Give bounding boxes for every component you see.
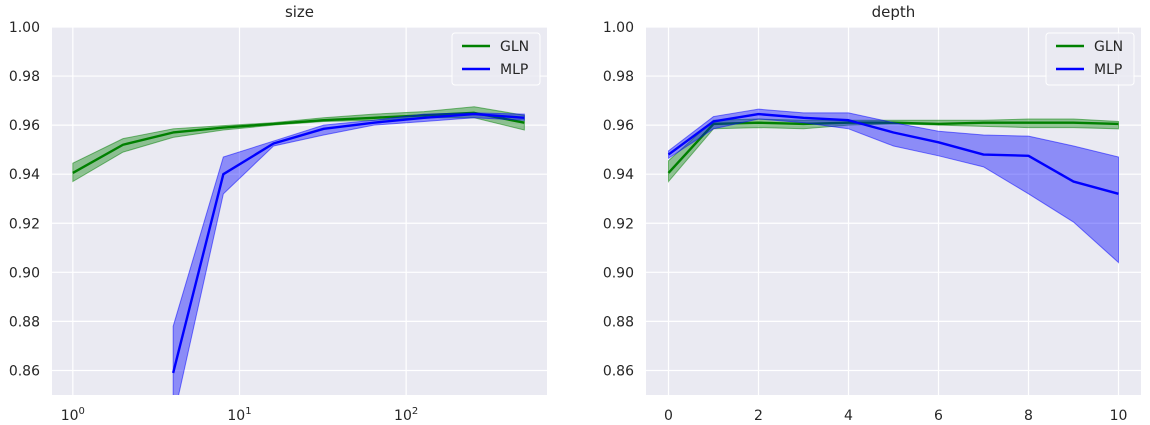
size-panel: 0.86 0.88 0.90 0.92 0.94 0.96 0.98 1.00 100 101 10… <box>9 3 547 424</box>
mlp-series-line <box>667 112 1119 195</box>
y-tick-label: 0.92 <box>9 216 40 232</box>
x-tick-label: 10 <box>1110 408 1128 424</box>
x-tick-label: 101 <box>227 406 251 424</box>
mlp-confidence-band <box>668 108 1119 264</box>
x-tick-label: 4 <box>844 408 853 424</box>
y-tick-label: 0.96 <box>9 118 40 134</box>
x-tick-label: 100 <box>61 406 85 424</box>
x-tick-label: 6 <box>934 408 943 424</box>
legend: GLN MLP <box>451 32 541 86</box>
legend: GLN MLP <box>1045 32 1135 86</box>
y-tick-label: 0.90 <box>9 265 40 281</box>
y-tick-label: 1.00 <box>9 20 40 36</box>
x-tick-label: 8 <box>1024 408 1033 424</box>
y-tick-label: 0.88 <box>9 314 40 330</box>
y-tick-label: 0.96 <box>603 118 634 134</box>
plot-background <box>646 27 1141 395</box>
y-tick-label: 0.90 <box>603 265 634 281</box>
plot-background <box>52 27 547 395</box>
y-tick-label: 0.86 <box>9 363 40 379</box>
chart-title: depth <box>872 3 916 21</box>
y-tick-label: 0.94 <box>603 167 634 183</box>
gln-series-line <box>72 111 525 175</box>
x-tick-label: 0 <box>664 408 673 424</box>
y-tick-label: 1.00 <box>603 20 634 36</box>
x-tick-label: 2 <box>754 408 763 424</box>
chart-title: size <box>285 3 314 21</box>
legend-label: MLP <box>1094 62 1122 78</box>
plot-area <box>72 106 525 395</box>
depth-panel: 0.86 0.88 0.90 0.92 0.94 0.96 0.98 1.00 0 2 4 6 8 10 d… <box>603 3 1141 424</box>
y-tick-label: 0.94 <box>9 167 40 183</box>
y-tick-label: 0.88 <box>603 314 634 330</box>
legend-label: MLP <box>500 62 528 78</box>
x-tick-label: 102 <box>394 406 418 424</box>
legend-label: GLN <box>500 39 529 55</box>
y-tick-label: 0.92 <box>603 216 634 232</box>
mlp-series-line <box>171 112 525 374</box>
mlp-confidence-band <box>172 112 525 395</box>
y-tick-label: 0.98 <box>603 69 634 85</box>
legend-label: GLN <box>1094 39 1123 55</box>
y-tick-label: 0.98 <box>9 69 40 85</box>
y-tick-label: 0.86 <box>603 363 634 379</box>
plot-area <box>667 108 1119 264</box>
